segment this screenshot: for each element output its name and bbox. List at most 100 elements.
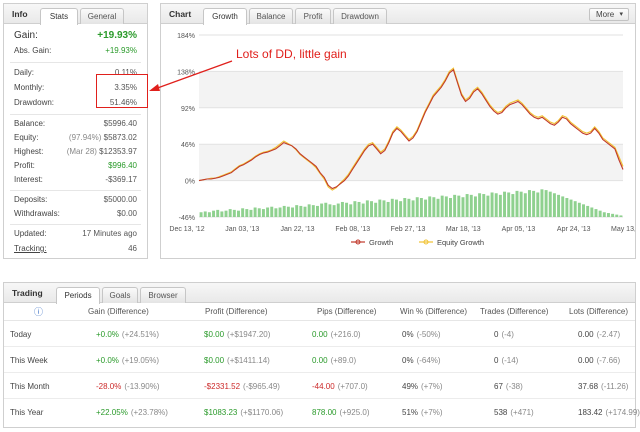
caret-down-icon: ▾: [619, 11, 623, 18]
col-profit: Profit (Difference): [205, 307, 268, 316]
chart-title: Chart: [169, 9, 192, 19]
pips-cell-group: -44.00 (+707.0): [312, 375, 368, 399]
volume-bar: [307, 204, 311, 217]
win-cell: 0%: [402, 330, 414, 339]
profit-cell: $0.00: [204, 330, 225, 339]
info-icon[interactable]: ⓘ: [34, 307, 44, 317]
volume-bar: [320, 203, 324, 217]
volume-bar: [382, 200, 386, 217]
volume-bar: [419, 198, 423, 217]
volume-bar: [540, 189, 544, 217]
volume-bar: [527, 190, 531, 217]
profit-value: $996.40: [108, 161, 137, 170]
volume-bar: [241, 208, 245, 217]
volume-bar: [257, 208, 261, 217]
gain-diff-cell: (-13.90%): [124, 382, 160, 391]
tab-balance[interactable]: Balance: [249, 8, 293, 24]
period-cell-group: This Year: [10, 401, 43, 425]
annotation-text: Lots of DD, little gain: [236, 47, 347, 61]
more-dropdown[interactable]: More ▾: [589, 8, 629, 21]
deposits-label: Deposits:: [14, 195, 48, 204]
volume-bar: [523, 193, 527, 217]
pips-cell-group: 0.00 (+216.0): [312, 323, 361, 347]
volume-bar: [232, 209, 236, 217]
volume-bar: [203, 211, 207, 217]
tab-stats[interactable]: Stats: [40, 8, 78, 25]
tab-profit[interactable]: Profit: [295, 8, 331, 24]
tab-general[interactable]: General: [80, 8, 124, 24]
trades-cell: 67: [494, 382, 503, 391]
monthly-value: 3.35%: [114, 83, 137, 92]
profit-label: Profit:: [14, 161, 35, 170]
volume-bar: [569, 199, 573, 217]
chart-band: [199, 71, 623, 108]
monthly-label: Monthly:: [14, 83, 45, 92]
pips-cell-group: 878.00 (+925.0): [312, 401, 370, 425]
tracking-link[interactable]: Tracking:: [14, 244, 47, 253]
volume-bar: [399, 201, 403, 217]
y-tick-label: 92%: [181, 106, 195, 113]
col-trades: Trades (Difference): [480, 307, 549, 316]
lots-diff-cell: (-11.26): [601, 382, 629, 391]
gain-row: Gain: +19.93%: [14, 30, 137, 44]
trades-diff-cell: (-4): [501, 330, 514, 339]
volume-bar: [590, 207, 594, 217]
tab-goals[interactable]: Goals: [102, 287, 138, 303]
profit-diff-cell: (+$1947.20): [227, 330, 271, 339]
tab-growth[interactable]: Growth: [203, 8, 247, 25]
y-tick-label: 46%: [181, 142, 195, 149]
period-cell: Today: [10, 330, 32, 339]
volume-bar: [503, 191, 507, 217]
more-label: More: [596, 10, 615, 19]
trades-cell-group: 538 (+471): [494, 401, 534, 425]
gain-diff-cell: (+24.51%): [121, 330, 160, 339]
col-lots: Lots (Difference): [569, 307, 628, 316]
volume-bar: [353, 201, 357, 217]
table-row: Today +0.0% (+24.51%) $0.00 (+$1947.20) 0.00(…: [4, 323, 635, 347]
profit-cell-group: $0.00 (+$1411.14): [204, 349, 270, 373]
volume-bar: [336, 203, 340, 217]
win-cell: 51%: [402, 408, 419, 417]
trading-panel: Trading Periods Goals Browser ⓘ Gain (Di…: [3, 282, 640, 428]
volume-bar: [577, 202, 581, 217]
volume-bar: [365, 200, 369, 217]
abs-gain-value: +19.93%: [105, 46, 137, 55]
volume-bar: [340, 201, 344, 217]
drawdown-label: Drawdown:: [14, 98, 55, 107]
gain-cell: +0.0%: [96, 356, 119, 365]
profit-diff-cell: (+$1411.14): [227, 356, 270, 365]
trading-title: Trading: [12, 288, 43, 298]
volume-bar: [573, 201, 577, 217]
lots-cell-group: 0.00 (-2.47): [578, 323, 620, 347]
volume-bar: [444, 196, 448, 217]
volume-bar: [270, 206, 274, 217]
volume-bar: [494, 193, 498, 217]
chart-tabbar: Chart Growth Balance Profit Drawdown Mor…: [161, 4, 635, 25]
period-cell: This Week: [10, 356, 48, 365]
volume-bar: [428, 196, 432, 217]
volume-bar: [565, 198, 569, 217]
tracking-row: Tracking: 46: [14, 243, 137, 255]
volume-bar: [216, 209, 220, 217]
tab-periods[interactable]: Periods: [56, 287, 100, 304]
volume-bar: [237, 210, 240, 217]
col-gain: Gain (Difference): [88, 307, 149, 316]
volume-bar: [557, 194, 561, 217]
gain-cell: +0.0%: [96, 330, 119, 339]
volume-bar: [507, 192, 511, 217]
gain-cell-group: +0.0% (+24.51%): [96, 323, 159, 347]
volume-bar: [390, 198, 394, 217]
daily-value: 0.11%: [114, 68, 137, 77]
volume-bar: [282, 205, 286, 217]
tab-drawdown[interactable]: Drawdown: [333, 8, 387, 24]
series-line-equity-growth: [198, 67, 624, 191]
balance-label: Balance:: [14, 119, 46, 128]
volume-bar: [498, 194, 502, 217]
win-cell-group: 49% (+7%): [402, 375, 443, 399]
series-line-growth: [198, 68, 624, 190]
pips-cell: 878.00: [312, 408, 337, 417]
tab-browser[interactable]: Browser: [140, 287, 186, 303]
period-cell-group: This Month: [10, 375, 50, 399]
trades-cell: 0: [494, 356, 499, 365]
volume-bar: [432, 197, 436, 217]
